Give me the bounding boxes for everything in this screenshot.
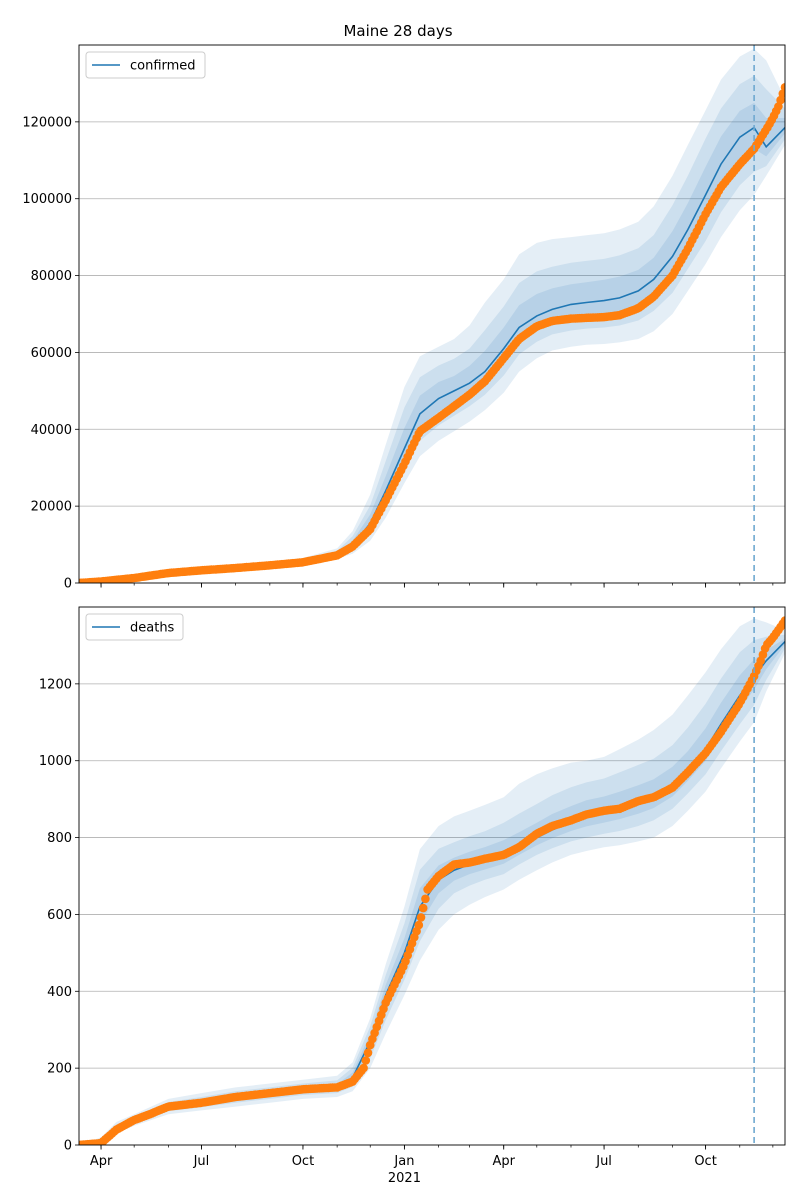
axes-frame bbox=[78, 44, 786, 584]
y-tick-label: 80000 bbox=[31, 269, 72, 284]
y-tick-label: 20000 bbox=[31, 500, 72, 515]
y-tick-label: 60000 bbox=[31, 346, 72, 361]
x-tick-label: Jul bbox=[595, 1154, 612, 1169]
x-tick-label: Jan bbox=[393, 1154, 414, 1169]
y-tick-label: 1200 bbox=[39, 677, 72, 692]
plot-area bbox=[79, 616, 785, 1145]
observed-point bbox=[778, 89, 785, 98]
y-tick-label: 0 bbox=[64, 1139, 72, 1154]
y-tick-label: 0 bbox=[64, 577, 72, 592]
observed-point bbox=[418, 903, 428, 913]
uncertainty-band-2 bbox=[79, 75, 785, 583]
x-tick-label: Oct bbox=[292, 1154, 314, 1169]
y-tick-label: 120000 bbox=[22, 115, 72, 130]
y-tick-label: 200 bbox=[47, 1062, 72, 1077]
chart-title: Maine 28 days bbox=[343, 22, 452, 40]
observed-point bbox=[414, 920, 424, 930]
observed-point bbox=[361, 1056, 371, 1065]
uncertainty-band-3 bbox=[79, 102, 785, 583]
y-tick-label: 600 bbox=[47, 908, 72, 923]
observed-point bbox=[780, 616, 785, 625]
y-tick-label: 40000 bbox=[31, 423, 72, 438]
observed-points bbox=[79, 83, 785, 583]
uncertainty-band-3 bbox=[79, 638, 785, 1145]
observed-point bbox=[421, 894, 430, 904]
x-tick-label: Apr bbox=[90, 1154, 113, 1169]
legend-box bbox=[85, 51, 206, 79]
uncertainty-band-1 bbox=[79, 48, 785, 583]
x-tick-label: Jul bbox=[193, 1154, 210, 1169]
y-tick-label: 800 bbox=[47, 831, 72, 846]
x-tick-label: Apr bbox=[492, 1154, 515, 1169]
deaths-panel: 0 200 400 600 800 1000 1200 Apr Jul Oct Jan 2021 Apr… bbox=[39, 606, 786, 1186]
legend-label: confirmed bbox=[130, 59, 196, 74]
observed-point bbox=[780, 83, 785, 92]
legend: confirmed bbox=[85, 51, 206, 79]
confirmed-panel: 0 20000 40000 60000 80000 100000 120000 confirm… bbox=[22, 44, 786, 592]
observed-points bbox=[79, 616, 785, 1145]
plot-area bbox=[79, 48, 785, 583]
legend-label: deaths bbox=[130, 621, 175, 636]
y-tick-label: 400 bbox=[47, 985, 72, 1000]
legend: deaths bbox=[85, 613, 184, 641]
observed-point bbox=[359, 1063, 368, 1073]
x-tick-year-label: 2021 bbox=[388, 1171, 421, 1186]
x-tick-label: Oct bbox=[694, 1154, 716, 1169]
observed-point bbox=[416, 913, 426, 922]
observed-point bbox=[363, 1048, 373, 1058]
legend-box bbox=[85, 613, 184, 641]
y-tick-label: 1000 bbox=[39, 754, 72, 769]
y-tick-label: 100000 bbox=[22, 192, 72, 207]
axes-frame bbox=[78, 606, 786, 1146]
